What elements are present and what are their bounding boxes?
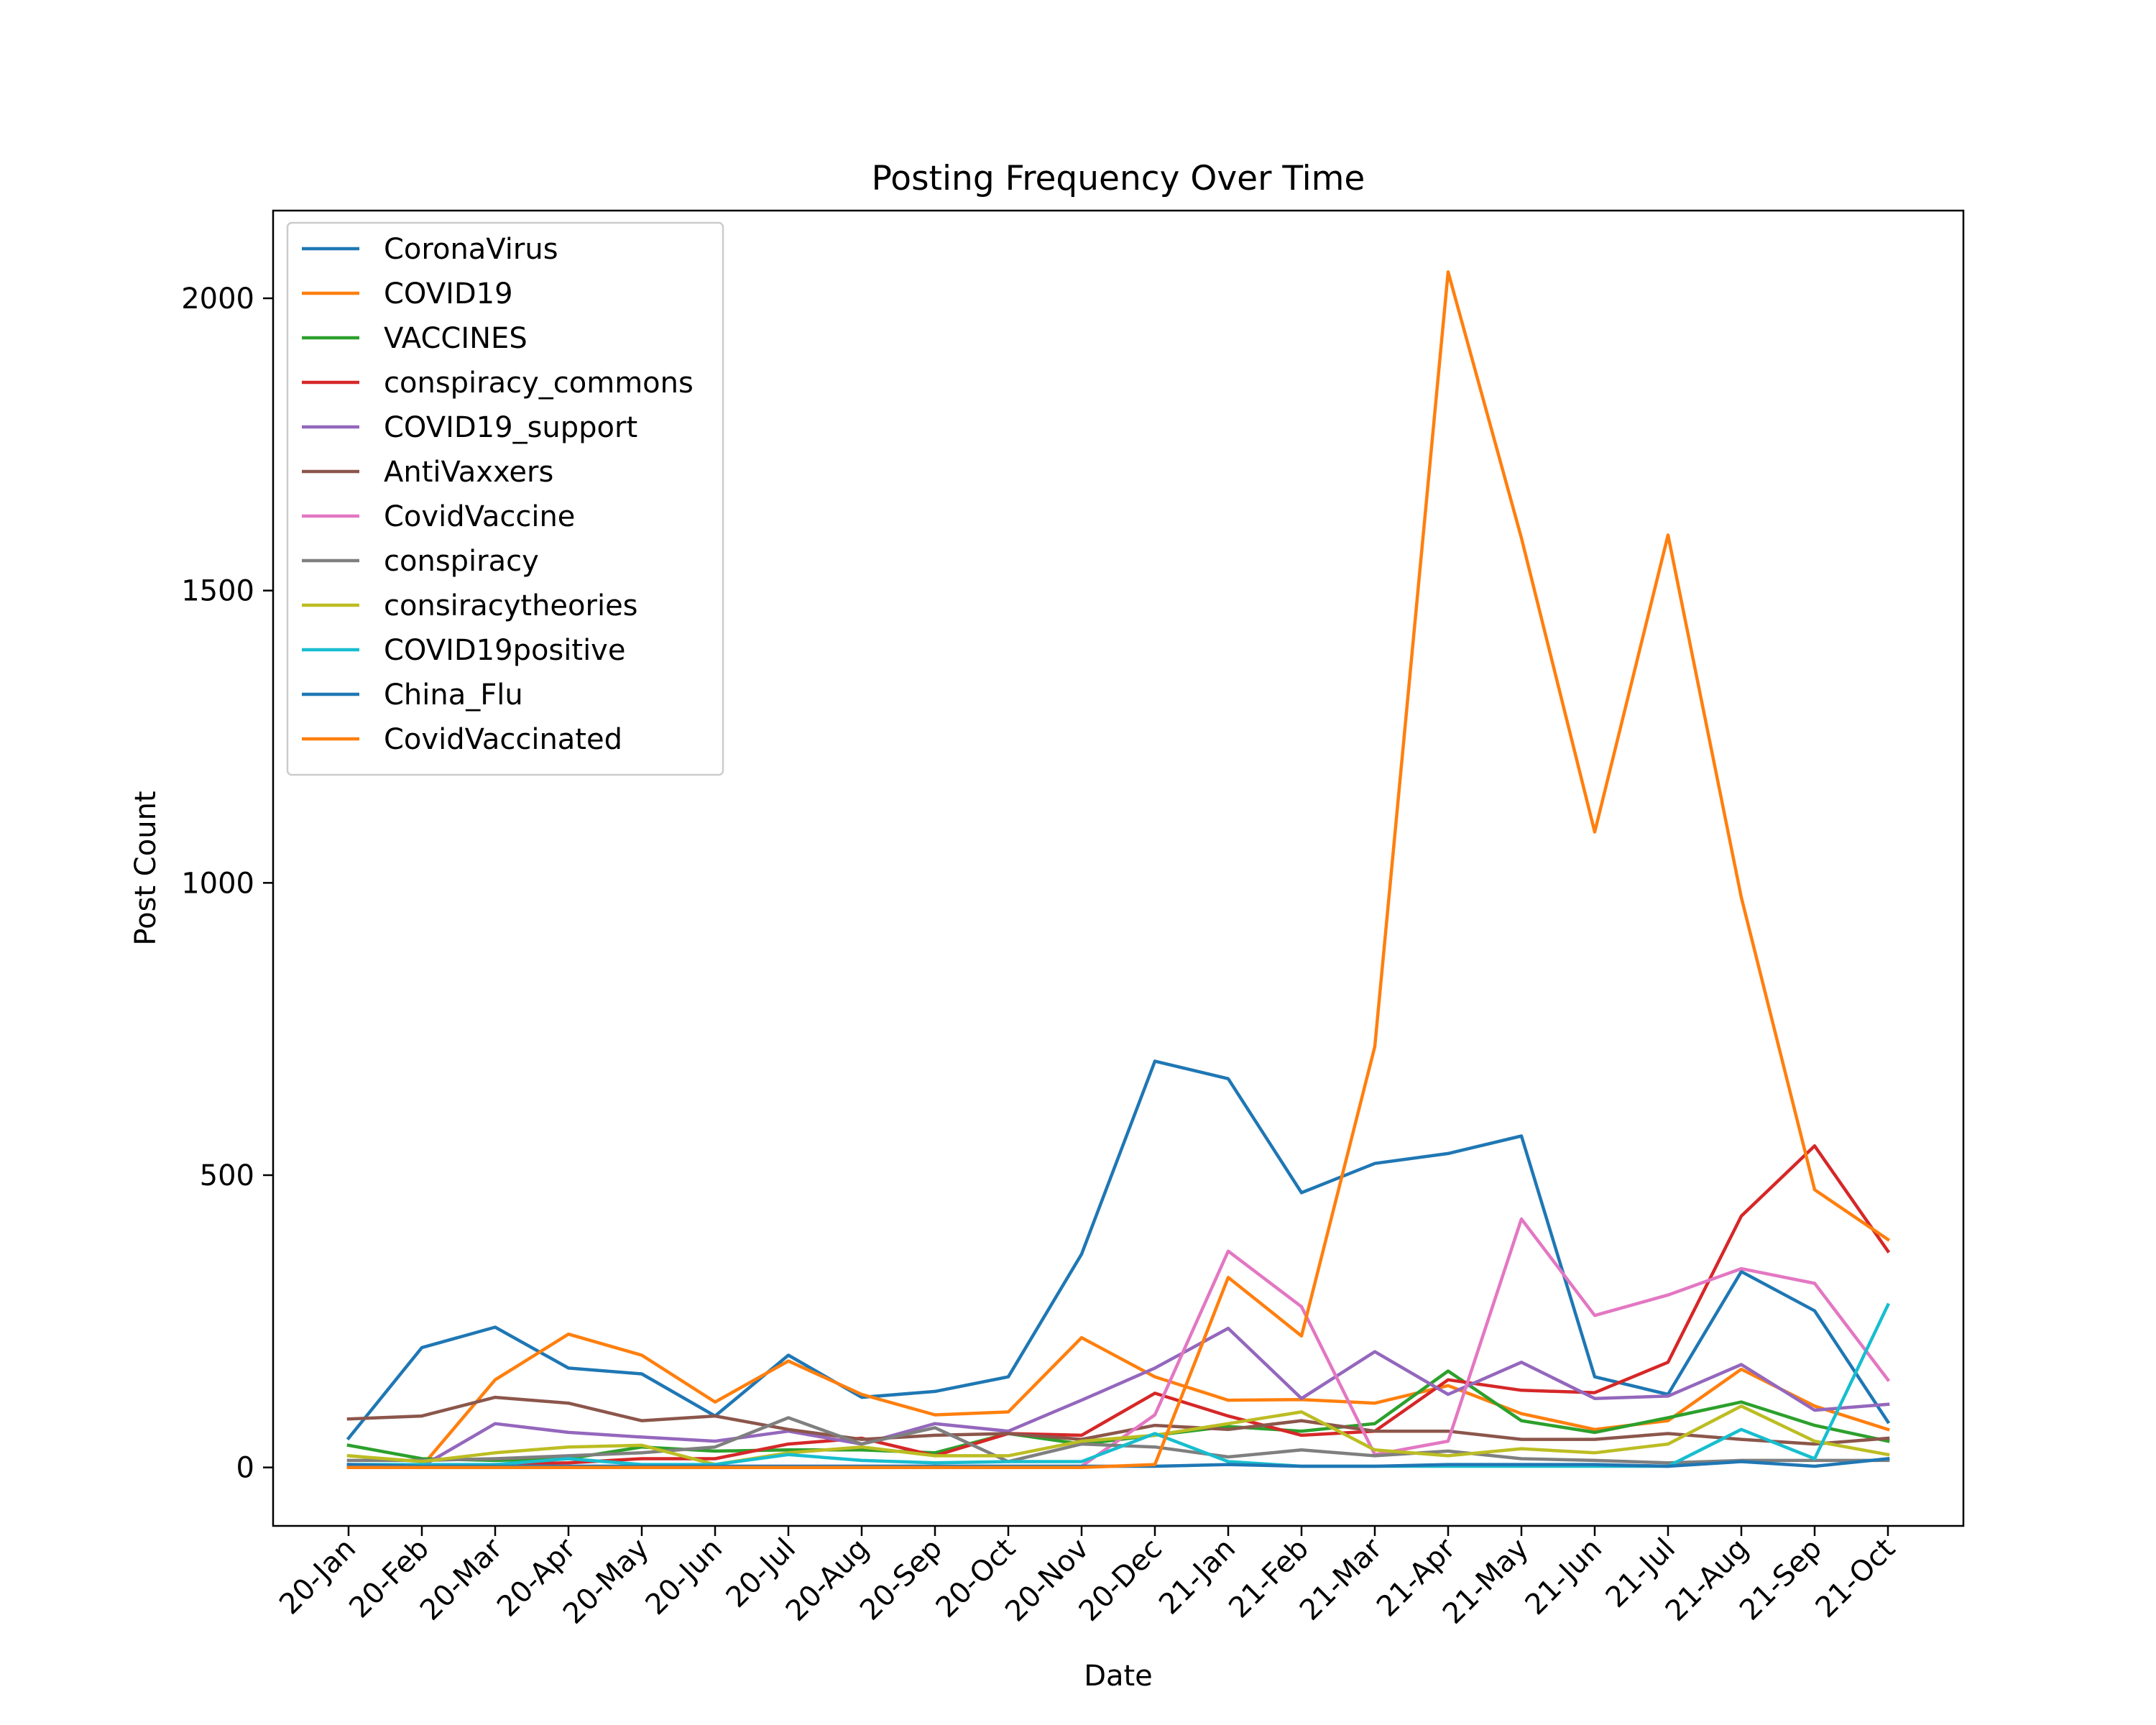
y-tick-label: 2000 bbox=[181, 282, 254, 316]
legend-label-antivaxxers: AntiVaxxers bbox=[384, 456, 553, 489]
legend-label-conspiracy: conspiracy bbox=[384, 545, 539, 578]
chart-title: Posting Frequency Over Time bbox=[872, 159, 1365, 198]
legend-label-coronavirus: CoronaVirus bbox=[384, 233, 558, 266]
series-lines bbox=[346, 270, 1891, 1469]
legend-label-vaccines: VACCINES bbox=[384, 322, 528, 355]
y-axis-ticks: 0 500 1000 1500 2000 bbox=[181, 282, 273, 1485]
series-line-conspiracy bbox=[346, 1416, 1890, 1465]
x-axis-label: Date bbox=[1084, 1660, 1153, 1693]
legend-label-covid19: COVID19 bbox=[384, 277, 513, 310]
legend-label-covid19-support: COVID19_support bbox=[384, 411, 637, 444]
plot-area-frame bbox=[272, 209, 1965, 1527]
y-tick-label: 1500 bbox=[181, 575, 254, 608]
series-line-covidvaccinated bbox=[346, 270, 1891, 1469]
series-line-covid19-support bbox=[346, 1326, 1890, 1468]
series-line-coronavirus bbox=[346, 1059, 1891, 1441]
y-tick-label: 0 bbox=[236, 1452, 254, 1485]
y-tick-label: 1000 bbox=[181, 867, 254, 900]
legend-label-china-flu: China_Flu bbox=[384, 678, 523, 712]
legend-box bbox=[286, 221, 724, 776]
legend-label-covidvaccine: CovidVaccine bbox=[384, 500, 575, 533]
y-axis-label: Post Count bbox=[129, 791, 162, 945]
legend-label-consiracytheories: consiracytheories bbox=[384, 589, 638, 622]
legend-label-conspiracy-commons: conspiracy_commons bbox=[384, 367, 694, 400]
series-line-antivaxxers bbox=[346, 1395, 1890, 1446]
legend: CoronaVirus COVID19 VACCINES conspiracy_com… bbox=[286, 221, 724, 776]
legend-label-covid19positive: COVID19positive bbox=[384, 634, 625, 667]
y-tick-label: 500 bbox=[200, 1159, 254, 1192]
series-line-consiracytheories bbox=[346, 1404, 1890, 1466]
legend-label-covidvaccinated: CovidVaccinated bbox=[384, 723, 622, 756]
